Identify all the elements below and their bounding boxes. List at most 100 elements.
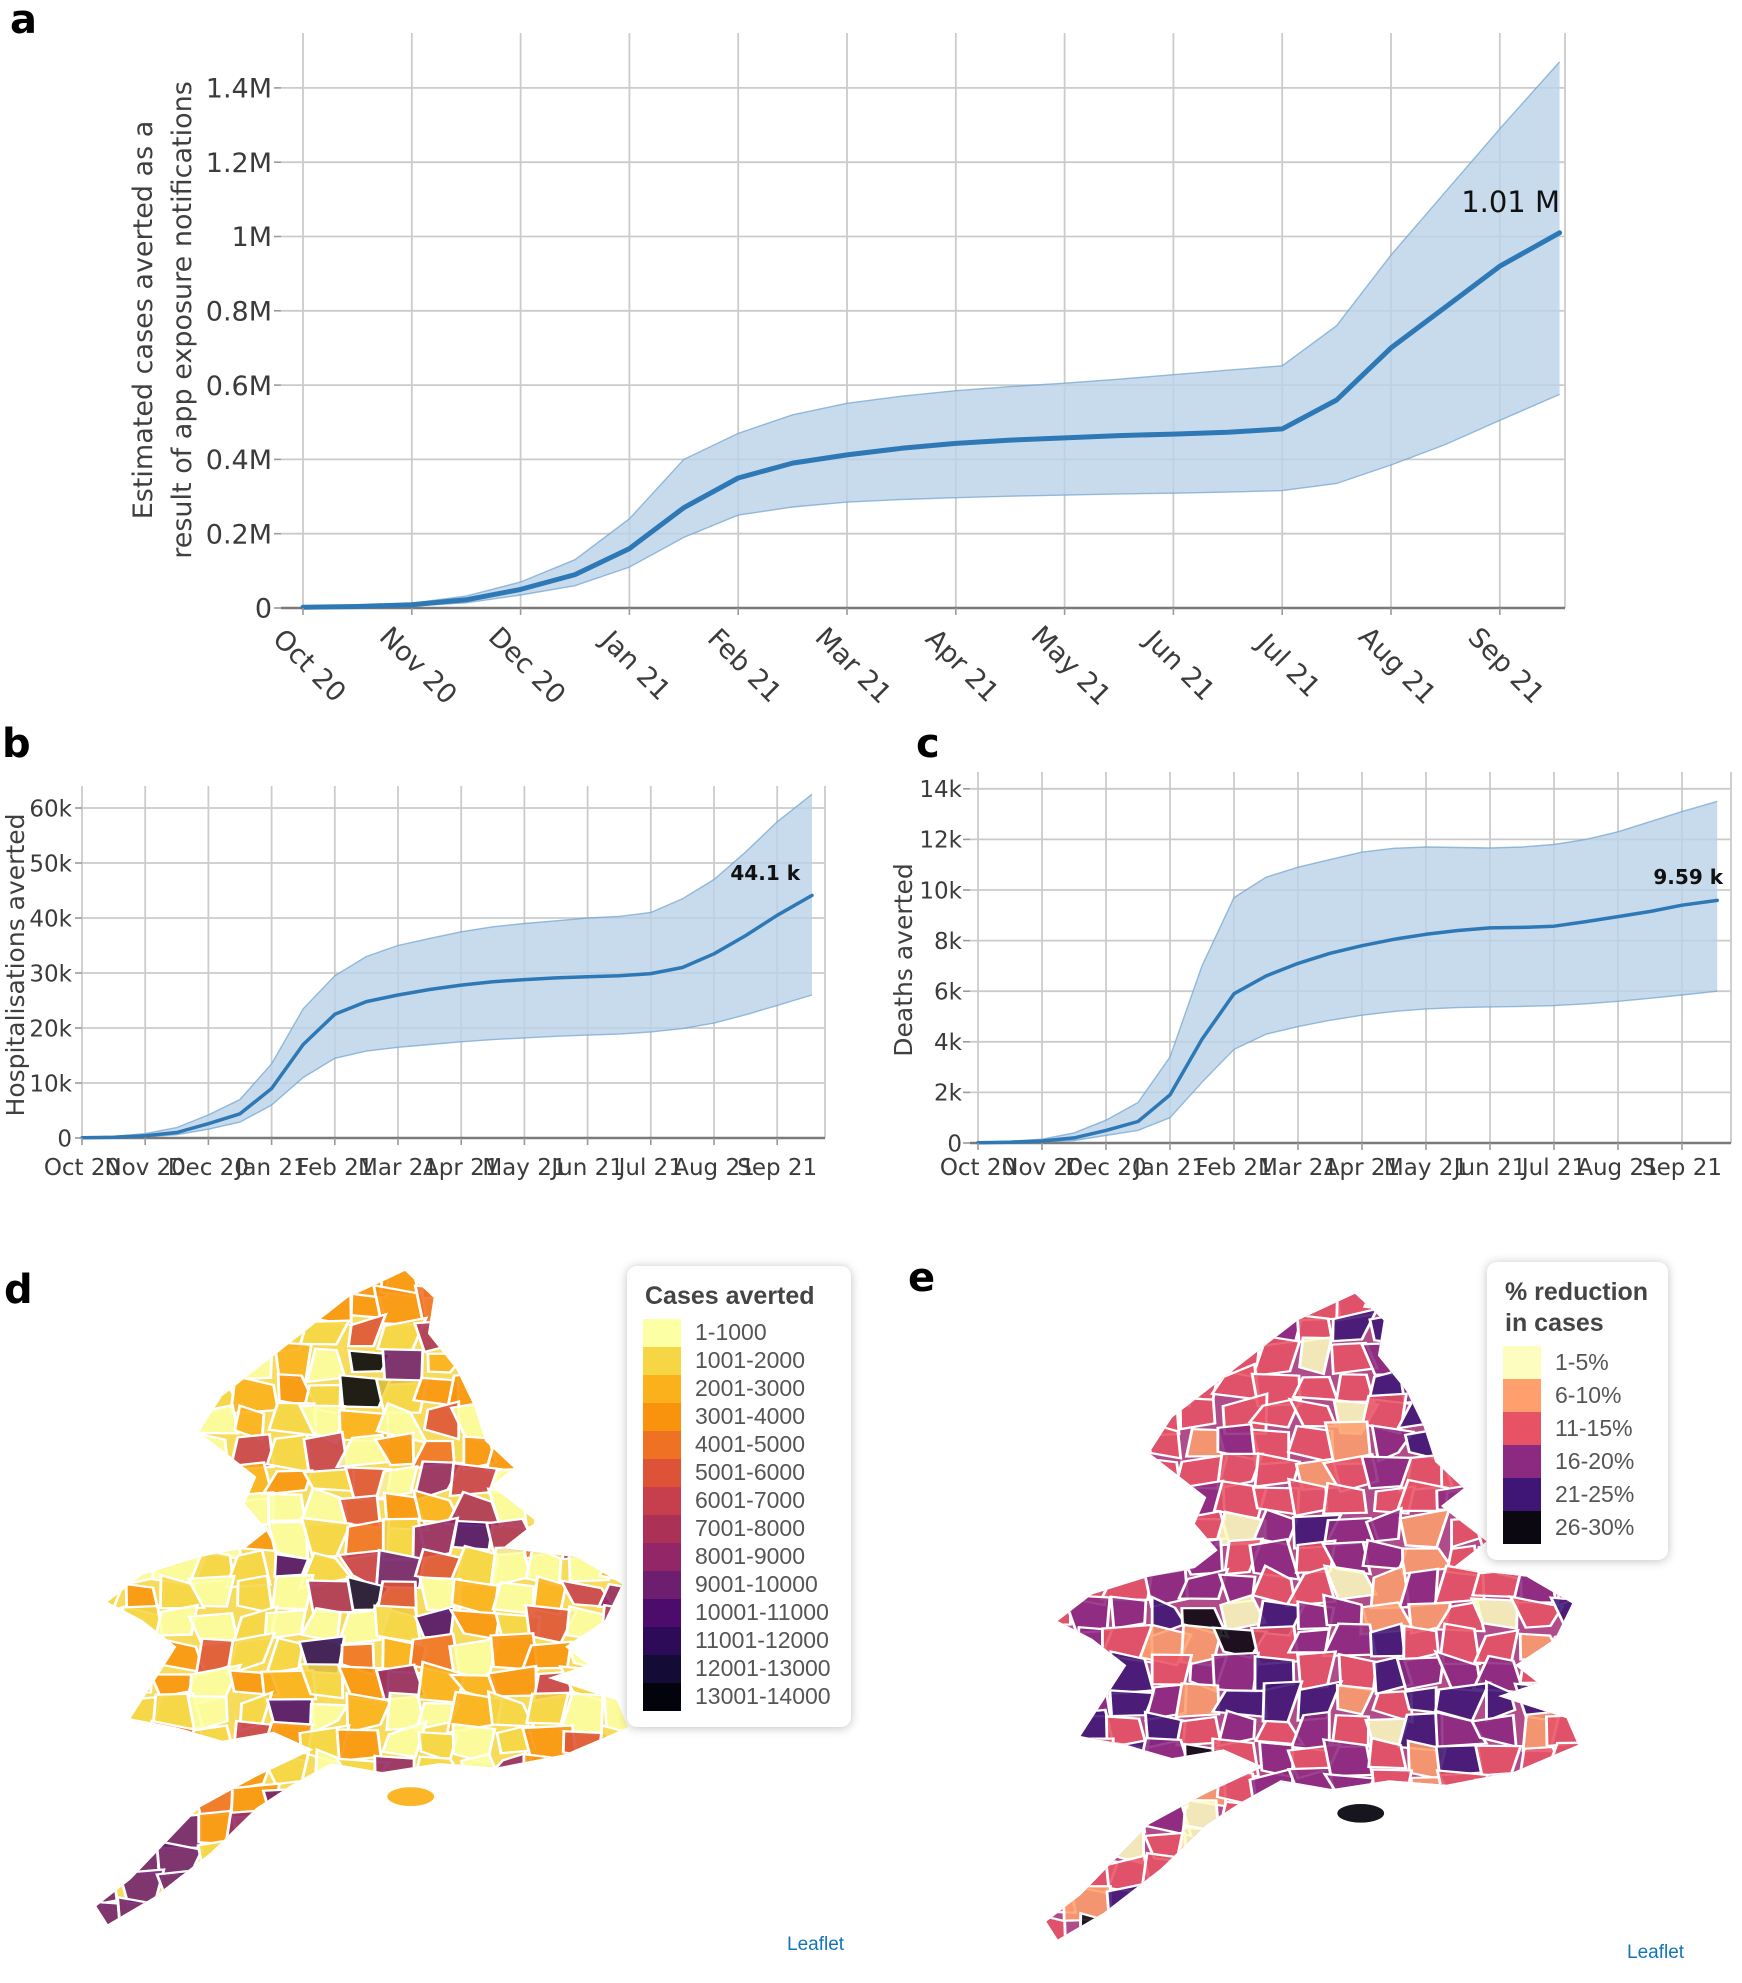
map-region[interactable] [1405,1343,1448,1376]
map-region[interactable] [557,1463,614,1498]
map-region[interactable] [1038,1939,1078,1957]
map-region[interactable] [148,1893,200,1929]
map-region[interactable] [154,1603,200,1637]
map-region[interactable] [1252,1889,1303,1925]
map-region[interactable] [1286,1853,1327,1896]
map-region[interactable] [1554,1912,1595,1945]
map-region[interactable] [266,1493,307,1523]
map-region[interactable] [162,1344,198,1378]
map-region[interactable] [422,1400,461,1441]
map-region[interactable] [1584,1773,1595,1804]
map-region[interactable] [522,1262,572,1298]
map-region[interactable] [1101,1454,1154,1492]
map-region[interactable] [1441,1398,1487,1425]
map-region[interactable] [1544,1714,1595,1748]
map-region[interactable] [1292,1801,1338,1832]
map-region[interactable] [226,1904,280,1937]
map-region[interactable] [261,1787,318,1820]
map-region[interactable] [641,1845,645,1878]
map-region[interactable] [1522,1796,1560,1835]
map-region[interactable] [1248,1537,1301,1581]
map-region[interactable] [1105,1311,1157,1345]
map-region[interactable] [1146,1942,1188,1957]
map-region[interactable] [1211,1859,1266,1893]
map-region[interactable] [558,1873,610,1909]
map-region[interactable] [558,1809,613,1852]
map-region[interactable] [565,1347,609,1381]
map-region[interactable] [382,1867,416,1904]
map-region[interactable] [596,1837,645,1873]
map-region[interactable] [1405,1880,1449,1917]
map-region[interactable] [1411,1304,1439,1341]
map-region[interactable] [1437,1622,1482,1665]
map-region[interactable] [186,1903,236,1936]
map-region[interactable] [639,1874,645,1908]
map-region[interactable] [1148,1367,1192,1408]
map-region[interactable] [446,1836,505,1879]
map-region[interactable] [155,1370,205,1410]
map-region[interactable] [112,1632,164,1673]
map-region[interactable] [1135,1918,1194,1952]
map-region[interactable] [638,1928,645,1942]
leaflet-attribution-link[interactable]: Leaflet [1627,1942,1685,1963]
map-region[interactable] [1549,1796,1594,1839]
map-region[interactable] [1469,1597,1519,1630]
map-region[interactable] [1586,1885,1595,1915]
map-region[interactable] [1213,1879,1258,1914]
map-region[interactable] [126,1428,161,1467]
map-region[interactable] [1064,1365,1110,1401]
map-region[interactable] [1367,1736,1408,1770]
leaflet-attribution-link[interactable]: Leaflet [787,1934,845,1955]
map-region[interactable] [85,1516,126,1550]
map-region[interactable] [153,1486,199,1521]
map-region[interactable] [1074,1802,1115,1838]
map-region[interactable] [1150,1653,1194,1686]
map-region[interactable] [566,1427,616,1468]
map-region[interactable] [1584,1597,1595,1630]
map-region[interactable] [566,1926,611,1942]
map-region[interactable] [1364,1506,1403,1543]
map-region[interactable] [1210,1937,1266,1957]
map-region[interactable] [492,1814,541,1851]
map-region[interactable] [487,1467,539,1495]
map-region[interactable] [113,1662,154,1695]
map-region[interactable] [196,1839,242,1879]
map-region[interactable] [486,1896,541,1934]
map-region[interactable] [601,1750,645,1781]
map-region[interactable] [446,1870,502,1907]
map-region[interactable] [1479,1942,1510,1957]
map-region[interactable] [344,1901,393,1928]
map-region[interactable] [1252,1824,1302,1864]
map-region[interactable] [1035,1285,1083,1314]
map-region[interactable] [85,1695,122,1732]
map-region[interactable] [1109,1595,1148,1630]
map-region[interactable] [1544,1679,1588,1721]
map-region[interactable] [1396,1853,1454,1887]
map-region[interactable] [1283,1884,1331,1917]
map-region[interactable] [1175,1823,1223,1863]
map-region[interactable] [1590,1741,1595,1771]
map-region[interactable] [227,1315,275,1355]
map-region[interactable] [86,1404,121,1444]
map-region[interactable] [299,1516,353,1558]
map-region[interactable] [1105,1946,1147,1957]
map-region[interactable] [417,1873,463,1907]
map-region[interactable] [1295,1950,1338,1957]
map-region[interactable] [85,1433,127,1474]
map-region[interactable] [85,1661,131,1702]
map-region[interactable] [85,1634,126,1670]
map-region[interactable] [1508,1881,1565,1918]
map-cases-averted[interactable] [85,1262,645,1942]
map-region[interactable] [155,1320,201,1356]
map-region[interactable] [1250,1285,1301,1321]
map-region[interactable] [634,1784,645,1820]
map-region[interactable] [85,1755,129,1789]
map-region[interactable] [1035,1566,1071,1604]
map-region[interactable] [152,1927,203,1942]
map-region[interactable] [525,1691,571,1725]
map-region[interactable] [449,1784,498,1815]
map-region[interactable] [1099,1510,1156,1552]
map-region[interactable] [187,1517,243,1561]
map-region[interactable] [1260,1804,1303,1835]
map-region[interactable] [117,1754,170,1793]
